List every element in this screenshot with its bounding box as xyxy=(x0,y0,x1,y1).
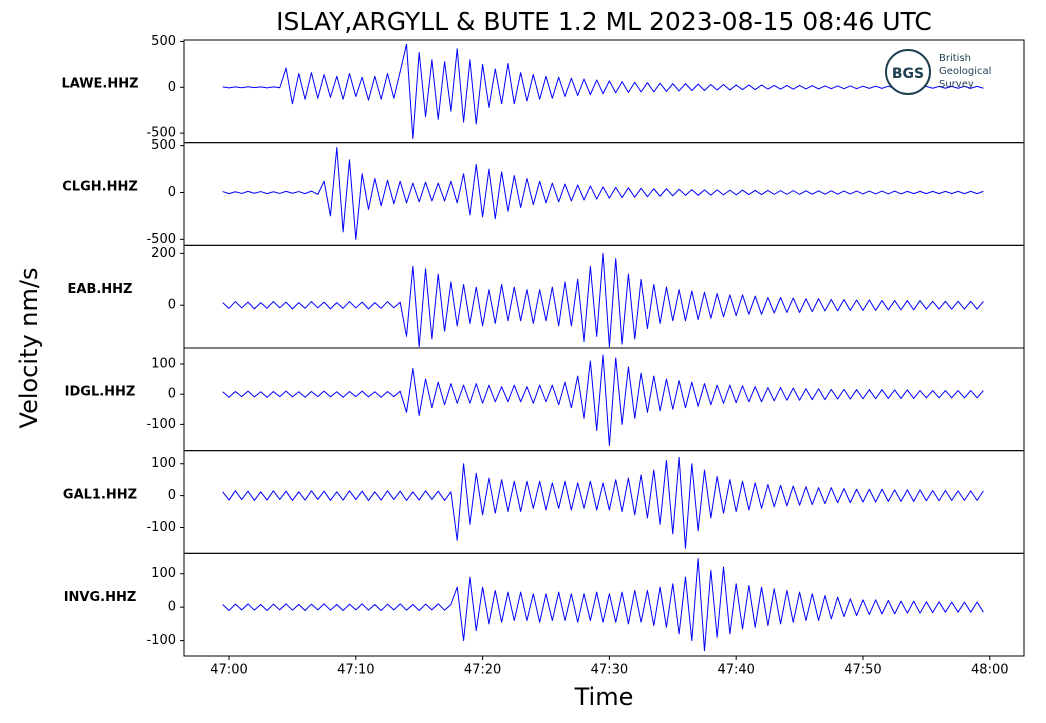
waveform xyxy=(222,43,984,140)
y-tick-label: 100 xyxy=(151,357,176,372)
trace-group xyxy=(222,558,984,652)
station-label: EAB.HHZ xyxy=(68,282,133,297)
plot-area xyxy=(222,354,984,447)
y-tick-label: 500 xyxy=(151,34,176,49)
x-tick-label: 47:20 xyxy=(464,663,501,678)
x-tick-label: 47:40 xyxy=(717,663,754,678)
waveform xyxy=(222,456,984,549)
waveform xyxy=(222,558,984,652)
panel-frame xyxy=(183,450,1025,554)
logo-text: Geological xyxy=(939,66,991,77)
x-tick-label: 47:30 xyxy=(591,663,628,678)
y-tick-label: -100 xyxy=(146,417,176,432)
panels: LAWE.HHZ -500 0 500 CLGH.HHZ -500 0 500 EAB.HHZ 0… xyxy=(61,34,1025,678)
station-label: INVG.HHZ xyxy=(64,590,137,605)
logo: BGS British Geological Survey xyxy=(885,49,991,95)
waveform xyxy=(222,354,984,447)
logo-ring xyxy=(885,49,931,95)
y-tick-label: 0 xyxy=(168,600,176,615)
chart-title: ISLAY,ARGYLL & BUTE 1.2 ML 2023-08-15 08… xyxy=(276,7,932,36)
x-tick-label: 48:00 xyxy=(971,663,1008,678)
plot-area xyxy=(222,252,984,348)
waveform xyxy=(222,252,984,348)
station-label: IDGL.HHZ xyxy=(65,385,136,400)
plot-area xyxy=(222,147,984,240)
y-tick-label: 200 xyxy=(151,246,176,261)
logo-text: Survey xyxy=(939,79,974,90)
logo-badge: BGS xyxy=(892,66,924,82)
y-tick-label: -100 xyxy=(146,633,176,648)
waveform xyxy=(222,147,984,240)
trace-group xyxy=(222,147,984,240)
x-tick-label: 47:10 xyxy=(337,663,374,678)
plot-area xyxy=(222,456,984,549)
station-label: GAL1.HHZ xyxy=(63,487,137,502)
plot-area xyxy=(222,43,984,140)
x-tick-label: 47:00 xyxy=(210,663,247,678)
y-tick-label: -500 xyxy=(146,232,176,247)
plot-area xyxy=(222,558,984,652)
x-tick-label: 47:50 xyxy=(844,663,881,678)
y-axis-label: Velocity nm/s xyxy=(15,268,43,429)
panel-frame xyxy=(183,552,1025,657)
y-tick-label: 0 xyxy=(168,185,176,200)
trace-group xyxy=(222,456,984,549)
trace-group xyxy=(222,252,984,348)
y-tick-label: -100 xyxy=(146,520,176,535)
y-tick-label: 100 xyxy=(151,566,176,581)
station-label: LAWE.HHZ xyxy=(61,77,138,92)
trace-group xyxy=(222,354,984,447)
y-tick-label: 0 xyxy=(168,387,176,402)
trace-group xyxy=(222,43,984,140)
station-label: CLGH.HHZ xyxy=(62,179,138,194)
y-tick-label: -500 xyxy=(146,126,176,141)
logo-text: British xyxy=(939,53,971,64)
y-tick-label: 100 xyxy=(151,456,176,471)
y-tick-label: 500 xyxy=(151,138,176,153)
x-axis-label: Time xyxy=(574,683,634,711)
y-tick-label: 0 xyxy=(168,298,176,313)
y-tick-label: 0 xyxy=(168,80,176,95)
panel-frame xyxy=(183,142,1025,246)
y-tick-label: 0 xyxy=(168,488,176,503)
